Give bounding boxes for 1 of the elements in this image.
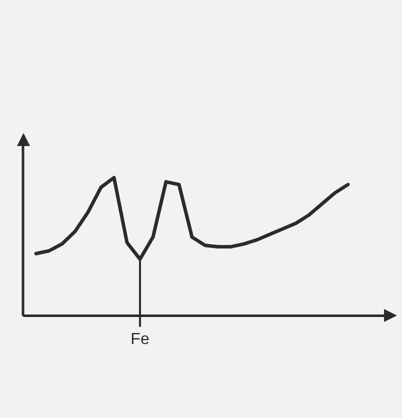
text: Fe <box>130 331 150 348</box>
